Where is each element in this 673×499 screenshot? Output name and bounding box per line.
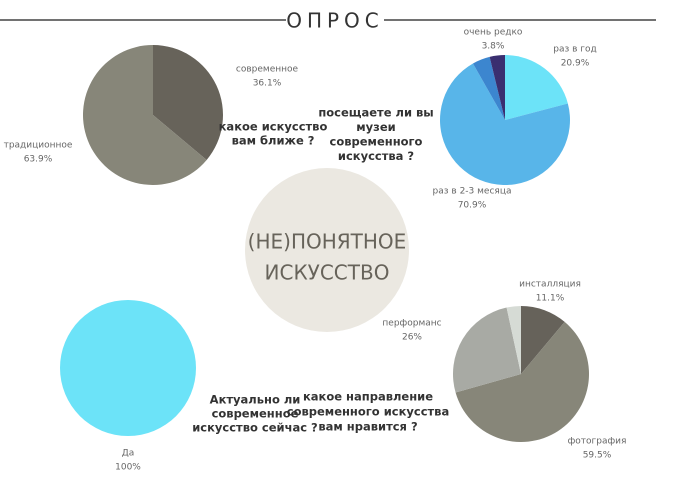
slice-label: раз в 2-3 месяца: [433, 187, 512, 197]
page-title: ОПРОС: [286, 9, 384, 33]
pie-slice: [506, 306, 521, 374]
question: какое направление: [303, 390, 433, 404]
question: вам ближе ?: [232, 134, 315, 148]
pie-slice: [453, 307, 521, 393]
pie-slice: [60, 300, 196, 436]
slice-value: 11.1%: [536, 294, 565, 304]
pie-slice: [505, 55, 568, 120]
question: вам нравится ?: [318, 420, 417, 434]
slice-value: 100%: [115, 463, 141, 473]
slice-value: 59.5%: [583, 451, 612, 461]
slice-label: фотография: [568, 437, 627, 447]
pie-slice: [440, 63, 571, 185]
slice-label: перформанс: [382, 319, 441, 329]
slice-value: 70.9%: [458, 201, 487, 211]
pie-slice: [153, 45, 223, 160]
question: музеи: [356, 120, 395, 134]
slice-value: 63.9%: [24, 155, 53, 165]
slice-label: современное: [236, 65, 299, 75]
question: искусства ?: [338, 149, 414, 163]
question: современного: [330, 135, 423, 149]
slice-label: традиционное: [4, 141, 73, 151]
question: Актуально ли: [210, 393, 301, 407]
question: какое искусство: [219, 120, 328, 134]
question: современное: [212, 407, 299, 421]
slice-value: 3.8%: [482, 42, 505, 52]
question: посещаете ли вы: [318, 106, 433, 120]
center-circle: [245, 168, 409, 332]
center-text: ИСКУССТВО: [265, 261, 390, 285]
pie-slice: [83, 45, 207, 185]
slice-label: Да: [122, 449, 135, 459]
center-text: (НЕ)ПОНЯТНОЕ: [248, 230, 407, 254]
slice-label: инсталляция: [519, 280, 581, 290]
pie-slice: [521, 306, 565, 374]
question: искусство сейчас ?: [192, 421, 317, 435]
pie-slice: [455, 321, 589, 443]
slice-label: раз в год: [553, 45, 597, 55]
pie-slice: [472, 56, 505, 120]
slice-label: очень редко: [464, 28, 523, 38]
slice-value: 36.1%: [253, 79, 282, 89]
slice-value: 26%: [402, 333, 422, 343]
pie-slice: [489, 55, 505, 120]
slice-value: 20.9%: [561, 59, 590, 69]
question: современного искусства: [287, 405, 449, 419]
